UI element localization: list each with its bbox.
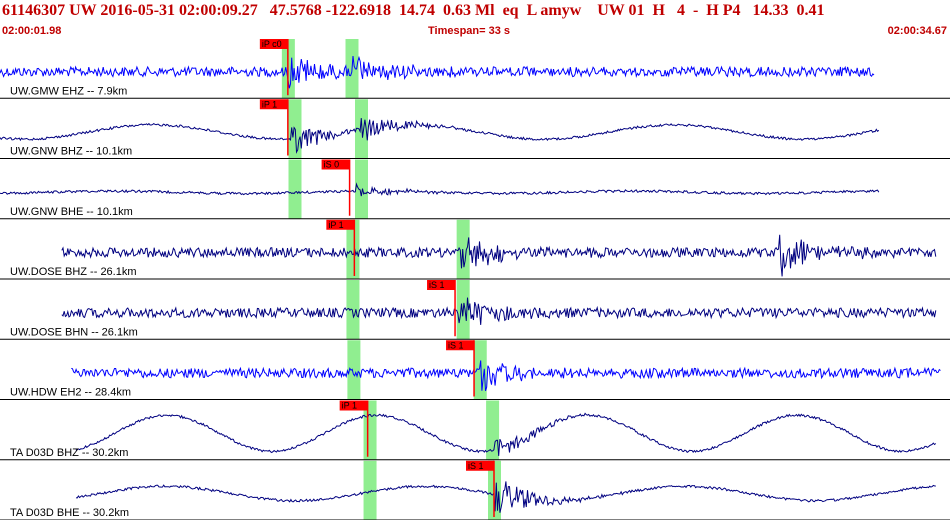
pick-flag[interactable] <box>339 400 368 411</box>
channel-label: UW.DOSE BHZ -- 26.1km <box>10 266 137 278</box>
pick-flag[interactable] <box>259 39 288 49</box>
event-summary: 61146307 UW 2016-05-31 02:00:09.27 47.57… <box>2 2 825 19</box>
pick-flag[interactable] <box>427 280 456 290</box>
phase-window-highlight <box>346 219 360 279</box>
pick-flag[interactable] <box>466 460 494 471</box>
seismic-trace[interactable] <box>71 360 941 392</box>
pick-label: iS 1 <box>468 461 484 471</box>
channel-label: TA D03D BHE -- 30.2km <box>10 507 129 519</box>
channel-label: UW.HDW EH2 -- 28.4km <box>10 387 131 399</box>
seismic-trace[interactable] <box>61 297 937 325</box>
event-header: 61146307 UW 2016-05-31 02:00:09.27 47.57… <box>0 0 950 22</box>
pick-label: iS 0 <box>324 160 340 170</box>
seismic-trace[interactable] <box>75 481 936 513</box>
waveform-canvas[interactable]: UW.GMW EHZ -- 7.9km iP c0 UW.GNW BHZ -- 10… <box>0 38 950 520</box>
pick-label: iP c0 <box>262 39 282 49</box>
end-time-label: 02:00:34.67 <box>887 25 947 37</box>
pick-label: iP 1 <box>342 401 357 411</box>
pick-flag[interactable] <box>446 340 475 351</box>
pick-flag[interactable] <box>321 159 350 170</box>
channel-label: UW.GNW BHZ -- 10.1km <box>10 146 132 158</box>
channel-label: UW.GNW BHE -- 10.1km <box>10 206 133 218</box>
phase-window-highlight <box>355 159 368 219</box>
waveform-panel[interactable]: UW.GMW EHZ -- 7.9km iP c0 UW.GNW BHZ -- 10… <box>0 38 950 520</box>
channel-label: UW.DOSE BHN -- 26.1km <box>10 326 138 338</box>
phase-window-highlight <box>346 280 360 340</box>
seismic-trace[interactable] <box>75 412 937 456</box>
phase-window-highlight <box>288 159 302 219</box>
seismic-trace[interactable] <box>61 234 937 277</box>
phase-window-highlight <box>363 460 377 520</box>
phase-window-highlight <box>347 340 361 400</box>
pick-flag[interactable] <box>259 99 288 110</box>
channel-label: TA D03D BHZ -- 30.2km <box>10 447 128 459</box>
seismic-trace[interactable] <box>0 118 880 154</box>
seismic-trace[interactable] <box>0 55 875 89</box>
timespan-label: Timespan= 33 s <box>428 25 511 37</box>
pick-label: iS 1 <box>429 280 445 290</box>
seismic-trace[interactable] <box>0 182 880 197</box>
start-time-label: 02:00:01.98 <box>2 25 62 37</box>
pick-label: iP 1 <box>328 220 343 230</box>
phase-window-highlight <box>486 400 500 460</box>
channel-label: UW.GMW EHZ -- 7.9km <box>10 85 127 97</box>
pick-label: iP 1 <box>262 99 277 109</box>
pick-flag[interactable] <box>326 219 355 230</box>
phase-window-highlight <box>473 340 487 400</box>
pick-label: iS 1 <box>448 340 464 350</box>
